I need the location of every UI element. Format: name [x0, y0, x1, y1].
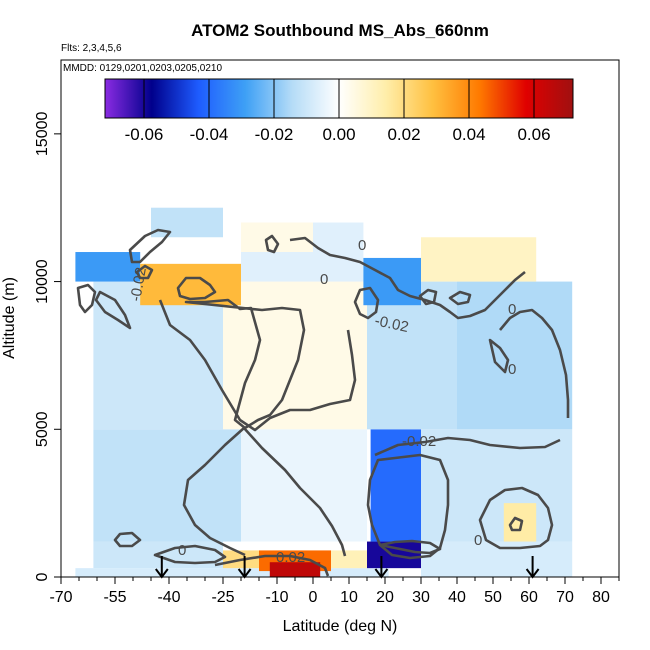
- colorbar-tick-label: -0.06: [125, 125, 164, 144]
- contour-line: [448, 290, 472, 306]
- contour-line: [153, 544, 227, 565]
- y-axis: 0 5000 10000 15000: [34, 112, 61, 581]
- heatmap-cell: [93, 429, 242, 542]
- y-tick-label: 0: [34, 572, 51, 581]
- x-tick-label: 60: [520, 589, 538, 606]
- heatmap-cell: [503, 503, 537, 542]
- x-tick-label: 70: [556, 589, 574, 606]
- x-tick-label: -10: [265, 589, 288, 606]
- heatmap-cell: [75, 252, 141, 282]
- contour-line: [94, 290, 132, 330]
- colorbar-tick-label: -0.04: [190, 125, 229, 144]
- contour-label: -0.02: [373, 312, 410, 336]
- x-axis-title: Latitude (deg N): [283, 618, 398, 635]
- contour-label: 0: [508, 361, 516, 378]
- heatmap-cell: [457, 281, 573, 430]
- x-tick-label: 10: [340, 589, 358, 606]
- contour-line: [289, 236, 526, 320]
- contour-line: [184, 298, 306, 430]
- contour-line: [135, 264, 154, 280]
- heatmap-cell: [331, 550, 367, 569]
- x-tick-label: 40: [448, 589, 466, 606]
- x-tick-label: 30: [412, 589, 430, 606]
- x-tick-label: 20: [376, 589, 394, 606]
- colorbar-tick-label: 0.06: [517, 125, 550, 144]
- heatmap-cells: [75, 207, 573, 577]
- heatmap-cell: [370, 429, 421, 542]
- x-tick-label: -25: [211, 589, 234, 606]
- contour-line: [374, 436, 561, 457]
- x-tick-label: 50: [484, 589, 502, 606]
- x-tick-label: -55: [103, 589, 126, 606]
- contour-line: [158, 299, 357, 432]
- contour-line: [378, 539, 442, 555]
- contour-line: [488, 338, 510, 374]
- contour-line: [76, 283, 97, 314]
- contour-line: [353, 286, 380, 320]
- colorbar-ticks: -0.06 -0.04 -0.02 0.00 0.02 0.04 0.06: [125, 79, 551, 144]
- x-tick-label: -70: [49, 589, 72, 606]
- colorbar-tick-label: -0.02: [255, 125, 294, 144]
- colorbar-tick-label: 0.04: [452, 125, 485, 144]
- chart-title: ATOM2 Southbound MS_Abs_660nm: [191, 21, 489, 40]
- contour-line: [264, 234, 280, 254]
- heatmap-cell: [151, 207, 223, 238]
- contour-labels: 0.02 0 0 -0.02 -0.02 -0.02 0 0 0 0: [127, 237, 516, 566]
- x-axis: -70 -55 -40 -25 -10 0 10 20 30 40 50 60 70 80: [49, 577, 620, 606]
- contour-lines: [76, 228, 570, 577]
- contour-line: [478, 486, 554, 550]
- contour-line: [128, 228, 172, 264]
- colorbar-tick-label: 0.00: [322, 125, 355, 144]
- y-tick-label: 15000: [34, 112, 51, 157]
- heatmap-cell: [75, 568, 389, 577]
- x-tick-label: 80: [592, 589, 610, 606]
- heatmap-cell: [421, 237, 537, 282]
- y-axis-title: Altitude (m): [1, 277, 18, 359]
- contour-label: 0: [320, 271, 328, 288]
- x-tick-label: -40: [157, 589, 180, 606]
- contour-line: [214, 554, 330, 577]
- heatmap-cell: [223, 281, 367, 430]
- contour-line: [113, 531, 142, 548]
- contour-line: [182, 427, 246, 557]
- contour-label: 0: [358, 237, 366, 254]
- contour-label: 0: [178, 542, 186, 559]
- colorbar-tick-label: 0.02: [387, 125, 420, 144]
- y-tick-label: 5000: [34, 411, 51, 447]
- contour-label: 0.02: [276, 549, 305, 566]
- contour-label: -0.02: [127, 266, 150, 303]
- contour-line: [176, 276, 217, 301]
- dates-note: MMDD: 0129,0201,0203,0205,0210: [63, 63, 222, 74]
- contour-line: [418, 288, 438, 306]
- y-tick-label: 10000: [34, 259, 51, 304]
- plot-frame: [60, 59, 620, 578]
- heatmap-cell: [269, 562, 321, 577]
- contour-line: [499, 308, 570, 418]
- flights-note: Flts: 2,3,4,5,6: [61, 43, 122, 54]
- contour-label: -0.02: [402, 433, 436, 450]
- contour-label: 0: [474, 532, 482, 549]
- contour-line: [508, 516, 524, 532]
- contour-line: [243, 427, 347, 557]
- contour-label: 0: [508, 301, 516, 318]
- x-tick-label: 0: [309, 589, 318, 606]
